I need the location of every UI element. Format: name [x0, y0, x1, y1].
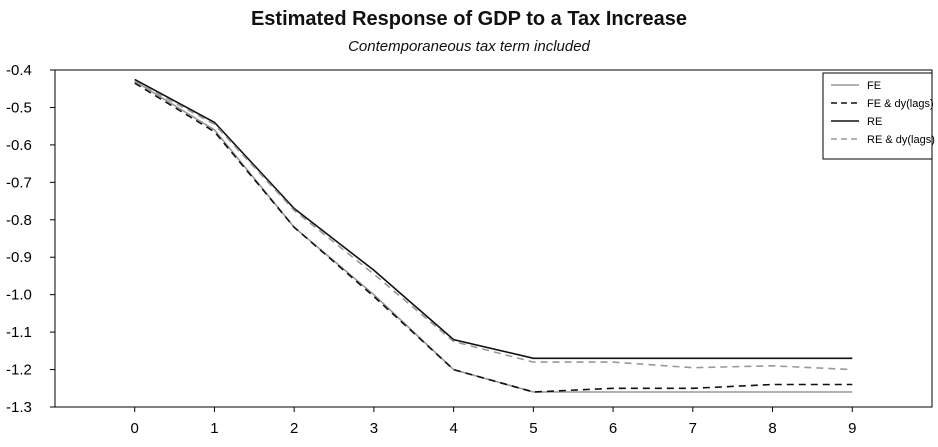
y-tick-label: -1.1: [6, 324, 32, 341]
legend-label: RE & dy(lags): [867, 134, 935, 146]
y-tick-label: -0.7: [6, 174, 32, 191]
y-tick-label: -1.0: [6, 287, 32, 304]
y-tick-label: -0.8: [6, 212, 32, 229]
y-tick-label: -0.6: [6, 137, 32, 154]
x-tick-label: 2: [290, 420, 298, 437]
y-tick-label: -0.4: [6, 62, 32, 79]
x-tick-label: 7: [689, 420, 697, 437]
y-tick-label: -1.3: [6, 399, 32, 416]
y-tick-label: -1.2: [6, 362, 32, 379]
legend-box: [822, 72, 933, 160]
x-tick-label: 4: [449, 420, 457, 437]
x-tick-label: 1: [210, 420, 218, 437]
plot-area-border: [54, 69, 933, 408]
y-tick-label: -0.5: [6, 99, 32, 116]
y-tick-label: -0.9: [6, 249, 32, 266]
chart-title: Estimated Response of GDP to a Tax Incre…: [250, 8, 688, 30]
y-axis: -0.4 -0.5 -0.6 -0.7 -0.8 -0.9 -1.0 -1.1 -1.2 -1.3: [6, 62, 55, 416]
series-layer: [134, 78, 853, 393]
series-line-re: [134, 78, 853, 360]
plot-frame: [54, 69, 933, 408]
legend-label: FE & dy(lags): [867, 98, 934, 110]
x-tick-label: 9: [848, 420, 856, 437]
x-tick-label: 8: [768, 420, 776, 437]
legend-label: FE: [867, 80, 881, 92]
legend-label: RE: [867, 116, 882, 128]
series-line-re-dy-lags: [134, 80, 853, 371]
series-line-fe-dy-lags: [134, 82, 853, 393]
x-tick-label: 5: [529, 420, 537, 437]
x-tick-label: 6: [609, 420, 617, 437]
chart-subtitle: Contemporaneous tax term included: [348, 38, 590, 55]
series-line-fe: [134, 80, 853, 393]
x-tick-label: 0: [131, 420, 139, 437]
x-axis: 0 1 2 3 4 5 6 7 8 9: [131, 407, 856, 437]
x-tick-label: 3: [370, 420, 378, 437]
legend: FE FE & dy(lags) RE RE & dy(lags): [822, 72, 935, 160]
